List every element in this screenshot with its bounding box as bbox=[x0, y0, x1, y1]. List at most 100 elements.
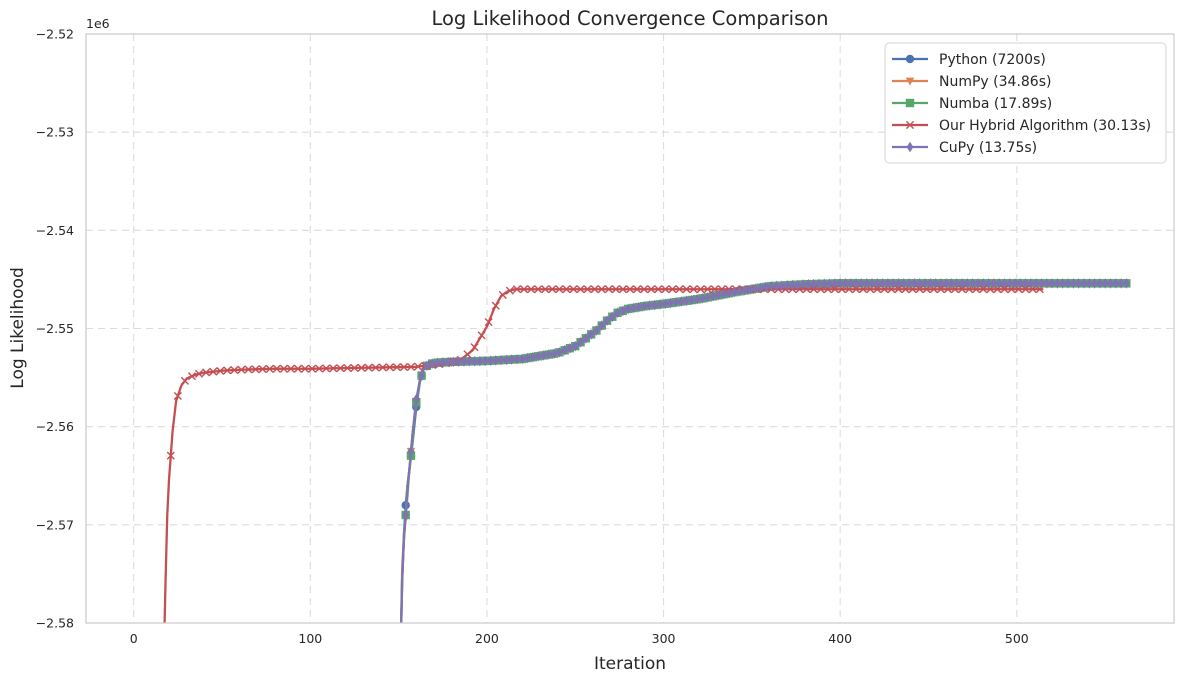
data-point bbox=[794, 279, 802, 290]
data-point bbox=[863, 278, 871, 289]
y-tick-label: −2.56 bbox=[36, 419, 74, 434]
data-point bbox=[710, 285, 719, 294]
data-point bbox=[614, 307, 621, 319]
y-tick-label: −2.58 bbox=[36, 616, 74, 631]
data-point bbox=[905, 98, 915, 108]
legend-entry: NumPy (34.86s) bbox=[892, 74, 1051, 90]
data-point bbox=[1122, 278, 1130, 289]
data-point bbox=[286, 364, 295, 373]
data-point bbox=[654, 285, 663, 294]
data-point bbox=[265, 364, 274, 373]
data-point bbox=[661, 298, 669, 309]
data-point bbox=[889, 278, 897, 289]
data-point bbox=[783, 280, 791, 291]
data-point bbox=[957, 285, 967, 294]
data-point bbox=[444, 356, 452, 368]
data-point bbox=[1048, 278, 1056, 289]
data-point bbox=[562, 285, 571, 294]
data-point bbox=[555, 347, 563, 358]
data-point bbox=[646, 300, 653, 311]
data-point bbox=[905, 278, 913, 289]
data-point bbox=[699, 293, 706, 304]
legend-label: Our Hybrid Algorithm (30.13s) bbox=[939, 118, 1151, 134]
data-point bbox=[1043, 278, 1051, 289]
data-point bbox=[820, 278, 828, 290]
data-point bbox=[465, 356, 473, 367]
data-point bbox=[969, 278, 977, 289]
data-point bbox=[1112, 278, 1120, 289]
data-point bbox=[667, 297, 674, 309]
x-tick-label: 300 bbox=[652, 631, 676, 646]
data-point bbox=[166, 451, 175, 460]
data-point bbox=[1001, 278, 1008, 289]
data-point bbox=[505, 286, 514, 295]
data-point bbox=[873, 285, 882, 294]
data-point bbox=[548, 285, 557, 294]
data-point bbox=[879, 278, 886, 289]
data-point bbox=[512, 285, 522, 294]
legend-label: CuPy (13.75s) bbox=[939, 140, 1037, 156]
data-point bbox=[1038, 278, 1045, 289]
data-point bbox=[343, 363, 352, 373]
data-point bbox=[1021, 285, 1030, 294]
data-point bbox=[371, 363, 380, 372]
data-point bbox=[518, 353, 526, 365]
data-point bbox=[1101, 278, 1109, 289]
data-point bbox=[632, 285, 642, 294]
legend-label: Python (7200s) bbox=[939, 52, 1046, 68]
data-point bbox=[194, 369, 204, 378]
x-tick-label: 100 bbox=[298, 631, 322, 646]
data-point bbox=[476, 355, 484, 367]
data-point bbox=[704, 292, 712, 303]
data-point bbox=[677, 296, 685, 307]
data-point bbox=[439, 357, 447, 368]
x-tick-label: 400 bbox=[828, 631, 852, 646]
data-point bbox=[406, 362, 416, 371]
data-point bbox=[852, 278, 860, 289]
data-point bbox=[894, 285, 903, 294]
data-point bbox=[1032, 278, 1040, 289]
data-point bbox=[561, 345, 569, 356]
data-point bbox=[407, 445, 415, 457]
data-point bbox=[757, 282, 765, 294]
data-point bbox=[921, 278, 929, 289]
data-point bbox=[576, 285, 585, 294]
data-point bbox=[963, 278, 971, 289]
data-point bbox=[569, 285, 578, 294]
data-point bbox=[858, 278, 865, 289]
data-point bbox=[364, 363, 373, 372]
data-point bbox=[244, 365, 253, 374]
data-point bbox=[948, 278, 955, 289]
data-point bbox=[1069, 278, 1077, 289]
data-point bbox=[583, 285, 592, 294]
data-point bbox=[810, 278, 818, 290]
legend-entry: Numba (17.89s) bbox=[892, 96, 1052, 112]
data-point bbox=[593, 325, 600, 336]
data-point bbox=[651, 299, 659, 311]
data-point bbox=[915, 285, 924, 294]
data-point bbox=[484, 318, 493, 327]
data-point bbox=[668, 285, 677, 294]
data-point bbox=[990, 278, 998, 289]
data-point bbox=[477, 331, 486, 340]
data-point bbox=[202, 368, 211, 377]
data-point bbox=[709, 291, 717, 302]
legend: Python (7200s) NumPy (34.86s) Numba (17.89… bbox=[884, 42, 1167, 164]
data-point bbox=[953, 278, 961, 289]
data-point bbox=[434, 357, 441, 368]
data-point bbox=[418, 369, 425, 381]
data-point bbox=[836, 278, 844, 289]
data-point bbox=[985, 278, 992, 289]
data-point bbox=[640, 300, 648, 312]
data-point bbox=[688, 294, 696, 306]
data-point bbox=[519, 285, 529, 294]
data-point bbox=[357, 363, 366, 372]
data-point bbox=[470, 343, 479, 352]
data-point bbox=[703, 285, 712, 294]
data-point bbox=[350, 363, 359, 372]
data-point bbox=[979, 285, 988, 294]
data-point bbox=[527, 285, 536, 294]
data-point bbox=[497, 354, 505, 366]
data-point bbox=[1022, 278, 1029, 289]
data-point bbox=[942, 278, 950, 289]
